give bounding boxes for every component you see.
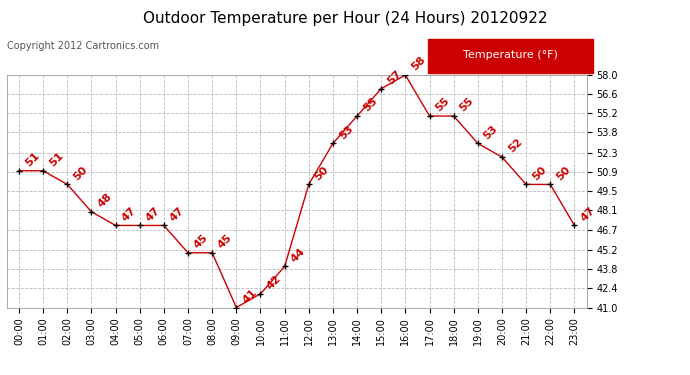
- Text: 53: 53: [337, 123, 355, 141]
- Text: 41: 41: [241, 287, 259, 305]
- Text: 47: 47: [579, 205, 597, 223]
- Text: 50: 50: [313, 164, 331, 182]
- Text: 52: 52: [506, 137, 524, 155]
- Text: 48: 48: [96, 192, 114, 210]
- Text: 58: 58: [410, 55, 428, 73]
- Text: 50: 50: [531, 164, 548, 182]
- Text: 42: 42: [265, 273, 283, 292]
- Text: Temperature (°F): Temperature (°F): [463, 51, 558, 60]
- Text: Copyright 2012 Cartronics.com: Copyright 2012 Cartronics.com: [7, 41, 159, 51]
- Text: 45: 45: [217, 232, 235, 250]
- Text: 57: 57: [386, 69, 404, 87]
- Text: 55: 55: [434, 96, 451, 114]
- Text: 47: 47: [168, 205, 186, 223]
- Text: 55: 55: [362, 96, 379, 114]
- Text: 51: 51: [48, 151, 66, 169]
- Text: 44: 44: [289, 246, 307, 264]
- Text: 47: 47: [120, 205, 138, 223]
- Text: 55: 55: [458, 96, 475, 114]
- Text: 53: 53: [482, 123, 500, 141]
- Text: 45: 45: [193, 232, 210, 250]
- Text: Outdoor Temperature per Hour (24 Hours) 20120922: Outdoor Temperature per Hour (24 Hours) …: [143, 11, 547, 26]
- Text: 47: 47: [144, 205, 162, 223]
- Text: 51: 51: [23, 151, 41, 169]
- Text: 50: 50: [555, 164, 572, 182]
- Text: 50: 50: [72, 164, 89, 182]
